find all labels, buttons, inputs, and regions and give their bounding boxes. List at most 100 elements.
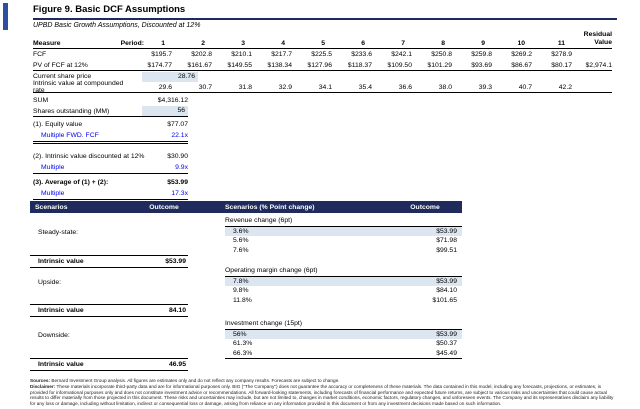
sources-label: Sources: <box>30 378 51 383</box>
multiple-value: 17.3x <box>171 190 188 197</box>
scenario-change-row: 56% $53.99 <box>225 330 462 340</box>
scenario-pct-value: 66.3% <box>233 349 253 357</box>
period-header: 7 <box>401 40 405 47</box>
dcf-value-cell: $80.17 <box>551 61 572 69</box>
dcf-value-cell: 34.1 <box>318 83 332 91</box>
title-divider <box>33 18 617 20</box>
dcf-value-cell: $118.37 <box>347 61 372 69</box>
scenario-change-row: 7.6% $99.51 <box>225 246 462 255</box>
dcf-row-label: Current share price <box>33 73 92 80</box>
dcf-value-cell: 40.7 <box>518 83 532 91</box>
scenario-change-row: 61.3% $50.37 <box>225 339 462 348</box>
scenario-outcome-value: $50.37 <box>436 340 457 348</box>
dcf-header-row: Measure Period: 1 2 3 4 5 6 7 8 9 10 11 Residual V… <box>33 27 612 49</box>
intrinsic-value-row: Intrinsic value 84.10 <box>30 304 188 317</box>
summary-blocks: (1). Equity value $77.07 Multiple FWD. FCF… <box>33 119 188 200</box>
summary-block-value: $77.07 <box>167 121 188 128</box>
dcf-value-cell: $210.1 <box>231 51 252 58</box>
scenario-pct-value: 56% <box>233 331 247 339</box>
period-header: 2 <box>201 40 205 47</box>
dcf-value-cell: 32.9 <box>278 83 292 91</box>
dcf-value-cell: 38.0 <box>438 83 452 91</box>
scenario-outcome-value: $101.65 <box>432 296 457 304</box>
sum-label: SUM <box>33 97 49 104</box>
dcf-residual-cell: $2,974.1 <box>585 61 612 69</box>
scenario-pct-value: 7.6% <box>233 246 249 254</box>
scenario-change-table: Operating margin change (6pt) 7.8% $53.99 9… <box>225 267 462 305</box>
accent-bar <box>3 3 8 30</box>
outcome-right-col-header: Outcome <box>410 203 440 211</box>
summary-block-value: $53.99 <box>167 179 188 186</box>
scenario-pct-value: 9.8% <box>233 287 249 295</box>
dcf-rows: FCF $195.7 $202.8 $210.1 $217.7 $225.5 $233.6 $… <box>33 49 612 94</box>
dcf-row-label: FCF <box>33 51 47 58</box>
sum-value: $4,316.12 <box>157 97 188 104</box>
scenario-pct-value: 3.6% <box>233 228 249 236</box>
scenarios-header-bar: Scenarios Outcome Scenarios (% Point cha… <box>30 201 462 213</box>
footer: Sources: Bernard Investment Group analys… <box>30 378 616 407</box>
disclaimer-label: Disclaimer: <box>30 384 56 390</box>
scenario-outcome-value: $53.99 <box>436 278 457 286</box>
scenario-pct-value: 61.3% <box>233 340 253 348</box>
scenario-pct-value: 5.6% <box>233 237 249 245</box>
dcf-value-cell: $138.34 <box>267 61 292 69</box>
scenario-outcome-value: $53.99 <box>436 331 457 339</box>
shares-value: 56 <box>142 106 188 116</box>
dcf-value-cell: $86.67 <box>511 61 532 69</box>
summary-block-multiple-row: Multiple 17.3x <box>33 188 188 199</box>
intrinsic-value-amount: 46.95 <box>168 361 186 368</box>
dcf-value-cell: $101.29 <box>427 61 452 69</box>
period-header: 4 <box>281 40 285 47</box>
dcf-value-cell: $250.8 <box>431 51 452 58</box>
shares-label: Shares outstanding (MM) <box>33 107 110 115</box>
dcf-value-cell: 30.7 <box>198 83 212 91</box>
summary-block: (2). Intrinsic value discounted at 12% $3… <box>33 151 188 174</box>
outcome-left-col-header: Outcome <box>149 203 179 211</box>
scenario-change-row: 3.6% $53.99 <box>225 227 462 237</box>
dcf-value-cell: $195.7 <box>151 51 172 58</box>
period-header: 6 <box>361 40 365 47</box>
scenario-name: Upside: <box>38 279 62 286</box>
dcf-value-cell: 29.6 <box>158 83 172 91</box>
scenario-pct-value: 11.8% <box>233 296 252 304</box>
sum-row: SUM $4,316.12 <box>33 95 188 106</box>
intrinsic-value-row: Intrinsic value 46.95 <box>30 358 188 371</box>
disclaimer-line: Disclaimer: These materials incorporate … <box>30 384 616 406</box>
disclaimer-text: These materials incorporate third-party … <box>30 384 614 406</box>
summary-block-label: (2). Intrinsic value discounted at 12% <box>33 153 145 160</box>
period-header: 3 <box>241 40 245 47</box>
period-header: 9 <box>481 40 485 47</box>
dcf-row-label: Intrinsic value at compounded rate <box>33 80 124 94</box>
summary-block-label: (1). Equity value <box>33 121 83 128</box>
measure-header: Measure <box>33 40 61 47</box>
dcf-row-label: PV of FCF at 12% <box>33 61 88 69</box>
intrinsic-value-row: Intrinsic value $53.99 <box>30 255 188 268</box>
dcf-header-measure-cell: Measure Period: <box>33 40 144 47</box>
dcf-row: Intrinsic value at compounded rate 29.6 30… <box>33 80 612 94</box>
dcf-value-cell: $174.77 <box>147 61 172 69</box>
summary-block-label: (3). Average of (1) + (2): <box>33 179 109 186</box>
scenario-change-title: Operating margin change (6pt) <box>225 267 462 277</box>
highlighted-value-cell: 28.76 <box>142 71 198 82</box>
scenario-change-title: Revenue change (6pt) <box>225 217 462 227</box>
summary-block-multiple-row: Multiple FWD. FCF 22.1x <box>33 130 188 141</box>
dcf-period-headers: 1 2 3 4 5 6 7 8 9 10 11 <box>144 40 572 47</box>
scenario-outcome-value: $53.99 <box>436 228 457 236</box>
shares-row: Shares outstanding (MM) 56 <box>33 106 188 117</box>
scenario-tables-column: Revenue change (6pt) 3.6% $53.99 5.6% $71.98… <box>225 213 462 377</box>
dcf-table: Measure Period: 1 2 3 4 5 6 7 8 9 10 11 Residual V… <box>33 27 612 94</box>
summary-block: (3). Average of (1) + (2): $53.99 Multiple… <box>33 177 188 200</box>
period-header: 8 <box>441 40 445 47</box>
multiple-label: Multiple <box>41 164 65 171</box>
figure-subtitle: UPBD Basic Growth Assumptions, Discounte… <box>33 22 201 29</box>
dcf-value-cell: $149.55 <box>227 61 252 69</box>
dcf-value-cell: 42.2 <box>558 83 572 91</box>
dcf-value-cell: 39.3 <box>478 83 492 91</box>
dcf-value-cell: $161.67 <box>187 61 212 69</box>
summary-block-main-row: (2). Intrinsic value discounted at 12% $3… <box>33 151 188 162</box>
scenario-outcome-value: $99.51 <box>436 246 457 254</box>
period-header-label: Period: <box>120 40 144 47</box>
dcf-value-cell: 36.6 <box>398 83 412 91</box>
dcf-row: FCF $195.7 $202.8 $210.1 $217.7 $225.5 $233.6 $… <box>33 49 612 60</box>
